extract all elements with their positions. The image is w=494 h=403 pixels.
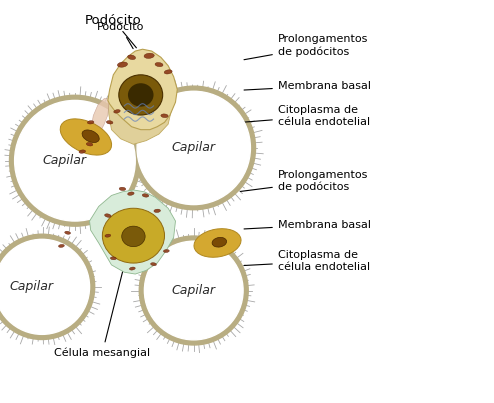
Ellipse shape: [110, 257, 116, 260]
Ellipse shape: [65, 231, 71, 234]
Ellipse shape: [79, 150, 85, 153]
Circle shape: [132, 86, 255, 210]
Ellipse shape: [212, 237, 227, 247]
Ellipse shape: [194, 229, 241, 257]
Polygon shape: [108, 49, 177, 130]
Ellipse shape: [105, 214, 111, 217]
Ellipse shape: [82, 130, 99, 143]
Ellipse shape: [161, 114, 168, 118]
Ellipse shape: [119, 187, 126, 191]
Ellipse shape: [118, 62, 127, 67]
Ellipse shape: [60, 119, 112, 155]
Ellipse shape: [164, 249, 169, 253]
Text: Membrana basal: Membrana basal: [244, 81, 371, 91]
Polygon shape: [91, 99, 109, 144]
Ellipse shape: [102, 208, 165, 263]
Text: Podócito: Podócito: [97, 22, 144, 49]
Text: Célula mesangial: Célula mesangial: [54, 268, 150, 358]
Ellipse shape: [114, 110, 120, 113]
Circle shape: [15, 100, 135, 221]
Ellipse shape: [154, 209, 161, 212]
Ellipse shape: [129, 267, 135, 270]
Text: Citoplasma de
célula endotelial: Citoplasma de célula endotelial: [244, 250, 370, 272]
Ellipse shape: [142, 194, 149, 197]
Ellipse shape: [105, 234, 111, 237]
Ellipse shape: [144, 53, 154, 58]
Circle shape: [144, 241, 243, 340]
Text: Prolongamentos
de podócitos: Prolongamentos de podócitos: [241, 170, 368, 192]
Ellipse shape: [127, 55, 135, 60]
Circle shape: [9, 95, 140, 226]
Ellipse shape: [128, 83, 154, 107]
Ellipse shape: [119, 75, 163, 115]
Text: Membrana basal: Membrana basal: [244, 220, 371, 230]
Ellipse shape: [151, 263, 157, 266]
Ellipse shape: [86, 143, 93, 146]
Text: Capilar: Capilar: [172, 284, 216, 297]
Polygon shape: [89, 190, 175, 274]
Ellipse shape: [106, 120, 113, 124]
Ellipse shape: [155, 62, 163, 66]
Circle shape: [137, 91, 250, 205]
Polygon shape: [108, 84, 171, 144]
Text: Capilar: Capilar: [9, 280, 53, 293]
Ellipse shape: [164, 70, 172, 74]
Text: Capilar: Capilar: [42, 154, 86, 167]
Text: Capilar: Capilar: [172, 141, 216, 154]
Text: Podócito: Podócito: [85, 14, 142, 48]
Circle shape: [0, 239, 89, 334]
Circle shape: [0, 234, 95, 339]
Ellipse shape: [87, 120, 94, 124]
Circle shape: [139, 236, 248, 345]
Ellipse shape: [122, 226, 145, 247]
Ellipse shape: [58, 244, 64, 247]
Ellipse shape: [127, 192, 134, 195]
Text: Citoplasma de
célula endotelial: Citoplasma de célula endotelial: [244, 105, 370, 127]
Text: Prolongamentos
de podócitos: Prolongamentos de podócitos: [244, 35, 368, 60]
